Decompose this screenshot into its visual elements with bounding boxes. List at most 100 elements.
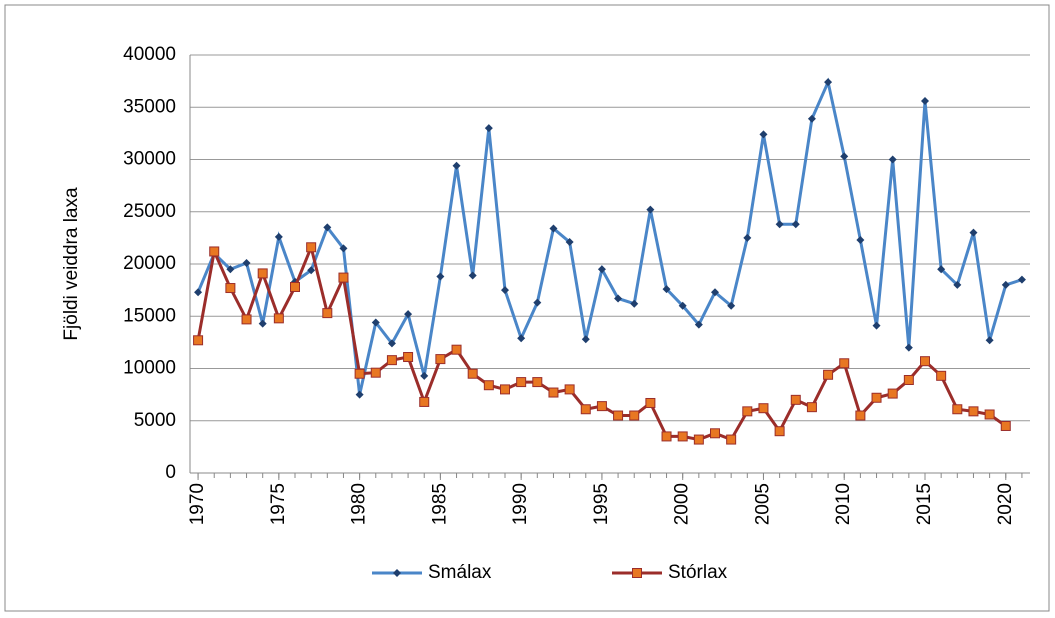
- data-point: [921, 96, 929, 105]
- x-tick-label: 2015: [914, 483, 935, 525]
- data-point: [743, 233, 752, 242]
- data-point: [840, 152, 849, 161]
- data-point: [484, 124, 493, 133]
- data-point: [613, 410, 624, 421]
- data-point: [257, 268, 268, 279]
- data-point: [645, 397, 656, 408]
- data-point: [467, 368, 478, 379]
- data-point: [194, 288, 203, 297]
- data-point: [290, 281, 300, 292]
- data-point: [856, 235, 865, 244]
- data-point: [483, 380, 494, 391]
- y-tick-label: 10000: [123, 358, 176, 379]
- data-point: [581, 335, 590, 344]
- data-point: [451, 344, 462, 355]
- data-point: [774, 426, 785, 437]
- x-tick-label: 1975: [268, 483, 289, 525]
- x-tick-label: 1985: [429, 483, 450, 525]
- data-point: [726, 434, 737, 445]
- data-point: [968, 406, 979, 417]
- data-point: [548, 387, 559, 398]
- legend-marker: [393, 569, 401, 577]
- data-point: [1000, 420, 1011, 431]
- chart-frame: [4, 4, 1050, 612]
- y-tick-label: 30000: [123, 149, 176, 170]
- data-point: [517, 334, 526, 343]
- data-point: [273, 313, 284, 324]
- data-point: [242, 258, 251, 267]
- data-point: [661, 431, 672, 442]
- data-point: [678, 301, 687, 310]
- legend-marker: [632, 568, 642, 578]
- data-point: [354, 368, 365, 379]
- y-tick-label: 5000: [134, 410, 176, 431]
- data-point: [614, 294, 623, 303]
- data-point: [693, 434, 704, 445]
- data-point: [888, 155, 897, 164]
- data-point: [193, 335, 204, 346]
- data-point: [855, 410, 866, 421]
- data-point: [501, 286, 509, 295]
- data-point: [646, 205, 655, 214]
- data-point: [500, 384, 510, 395]
- data-point: [985, 336, 994, 345]
- data-point: [872, 321, 881, 330]
- data-point: [225, 283, 236, 294]
- x-tick-label: 2000: [672, 483, 693, 525]
- y-tick-label: 40000: [123, 44, 176, 65]
- data-point: [953, 280, 962, 289]
- data-point: [984, 409, 995, 420]
- data-point: [630, 299, 639, 308]
- data-point: [452, 161, 461, 170]
- data-point: [386, 355, 397, 366]
- data-point: [662, 285, 671, 294]
- data-point: [727, 301, 736, 310]
- y-tick-label: 25000: [123, 201, 176, 222]
- data-point: [711, 288, 719, 297]
- data-point: [937, 265, 946, 274]
- data-point: [839, 358, 850, 369]
- data-point: [742, 406, 753, 417]
- data-point: [306, 242, 317, 253]
- series-line: [196, 77, 1023, 395]
- data-point: [419, 396, 430, 407]
- data-point: [1017, 275, 1026, 284]
- data-point: [338, 272, 349, 283]
- data-point: [597, 265, 606, 274]
- data-point: [759, 130, 768, 139]
- data-point: [387, 339, 396, 348]
- data-point: [823, 369, 834, 380]
- legend-label: Smálax: [428, 562, 492, 583]
- y-tick-label: 15000: [123, 305, 176, 326]
- data-point: [903, 374, 914, 385]
- x-tick-label: 2010: [833, 483, 854, 525]
- data-point: [435, 354, 446, 365]
- data-point: [370, 367, 381, 378]
- y-tick-label: 35000: [123, 96, 176, 117]
- data-point: [677, 431, 688, 442]
- data-point: [323, 223, 332, 232]
- data-point: [403, 352, 414, 363]
- data-point: [791, 220, 800, 229]
- data-point: [806, 402, 817, 413]
- x-tick-label: 2020: [995, 483, 1016, 525]
- data-point: [790, 394, 801, 405]
- data-point: [533, 298, 542, 307]
- data-point: [241, 314, 252, 325]
- data-point: [887, 388, 898, 399]
- data-point: [824, 78, 833, 87]
- data-point: [274, 232, 283, 241]
- data-point: [952, 404, 963, 415]
- data-point: [920, 356, 930, 367]
- data-point: [596, 401, 607, 412]
- x-tick-label: 1970: [187, 483, 208, 525]
- y-tick-label: 20000: [123, 253, 176, 274]
- data-point: [969, 228, 978, 237]
- data-point: [564, 384, 575, 395]
- data-point: [710, 428, 720, 439]
- data-point: [904, 343, 913, 352]
- data-point: [694, 320, 703, 329]
- data-point: [209, 246, 220, 257]
- y-axis-label: Fjöldi veiddra laxa: [61, 187, 82, 341]
